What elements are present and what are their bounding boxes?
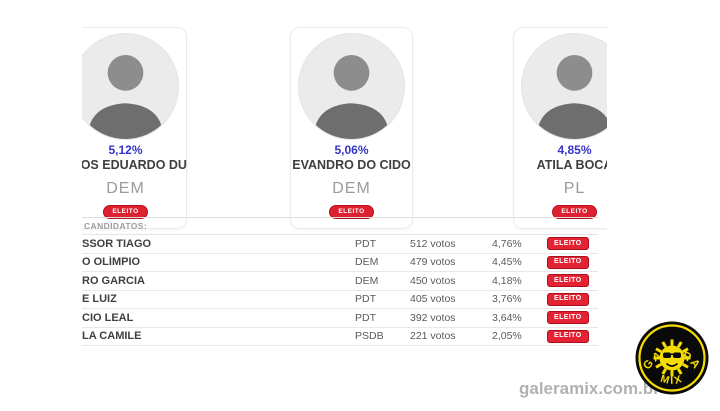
- party-cell: PDT: [355, 237, 376, 250]
- votes-cell: 479 votos: [410, 256, 456, 269]
- party-label: DEM: [106, 180, 145, 198]
- candidate-name: E LUIZ: [82, 293, 117, 306]
- person-silhouette-icon: [82, 34, 178, 139]
- candidate-name: ATILA BOCA: [536, 158, 607, 172]
- candidate-name: EVANDRO DO CIDO: [292, 158, 411, 172]
- candidate-card: 5,06% EVANDRO DO CIDO DEM ELEITO: [290, 27, 413, 230]
- elected-badge: ELEITO: [547, 292, 589, 306]
- percent-cell: 3,64%: [492, 311, 522, 324]
- sunglasses-icon: [663, 352, 681, 358]
- sun-icon: [653, 339, 691, 377]
- percent-cell: 3,76%: [492, 293, 522, 306]
- smile-icon: [665, 362, 679, 367]
- candidate-photo: [82, 33, 179, 140]
- candidates-table: CANDIDATOS: SSOR TIAGO PDT 512 votos 4,7…: [82, 217, 598, 346]
- person-silhouette-icon: [522, 34, 607, 139]
- percent-cell: 4,45%: [492, 256, 522, 269]
- results-content: 5,12% RLOS EDUARDO DU DEM ELEITO 5,06% E…: [82, 0, 607, 347]
- candidate-name: O OLÍMPIO: [82, 256, 141, 269]
- votes-cell: 450 votos: [410, 274, 456, 287]
- candidate-name: RO GARCIA: [82, 274, 145, 287]
- candidate-name: RLOS EDUARDO DU: [82, 158, 187, 172]
- elected-badge: ELEITO: [552, 205, 597, 220]
- elected-badge: ELEITO: [547, 274, 589, 288]
- candidate-photo: [298, 33, 405, 140]
- votes-cell: 221 votos: [410, 330, 456, 343]
- percent-cell: 4,76%: [492, 237, 522, 250]
- candidate-photo: [521, 33, 607, 140]
- table-row: RO GARCIA DEM 450 votos 4,18% ELEITO: [82, 272, 598, 291]
- candidate-name: CIO LEAL: [82, 311, 134, 324]
- party-cell: PDT: [355, 311, 376, 324]
- candidate-card: 5,12% RLOS EDUARDO DU DEM ELEITO: [82, 27, 187, 230]
- candidate-card: 4,85% ATILA BOCA PL ELEITO: [513, 27, 607, 230]
- party-label: PL: [563, 180, 586, 198]
- site-watermark: galeramix.com.br: [519, 379, 660, 398]
- party-cell: DEM: [355, 274, 379, 287]
- candidate-name: SSOR TIAGO: [82, 237, 152, 250]
- vote-percentage: 5,06%: [334, 143, 369, 157]
- elected-badge: ELEITO: [103, 205, 148, 220]
- votes-cell: 392 votos: [410, 311, 456, 324]
- percent-cell: 2,05%: [492, 330, 522, 343]
- vote-percentage: 5,12%: [108, 143, 143, 157]
- table-header: CANDIDATOS:: [82, 218, 598, 235]
- votes-cell: 405 votos: [410, 293, 456, 306]
- table-row: CIO LEAL PDT 392 votos 3,64% ELEITO: [82, 309, 598, 328]
- svg-text:MIX: MIX: [659, 373, 685, 388]
- vote-percentage: 4,85%: [557, 143, 592, 157]
- party-cell: DEM: [355, 256, 379, 269]
- person-silhouette-icon: [299, 34, 404, 139]
- elected-badge: ELEITO: [547, 237, 589, 251]
- candidate-name: LA CAMILE: [82, 330, 142, 343]
- party-cell: PDT: [355, 293, 376, 306]
- elected-badge: ELEITO: [547, 311, 589, 325]
- party-label: DEM: [332, 180, 371, 198]
- table-row: O OLÍMPIO DEM 479 votos 4,45% ELEITO: [82, 254, 598, 272]
- percent-cell: 4,18%: [492, 274, 522, 287]
- galeramix-logo: GALERA MIX: [635, 321, 709, 395]
- elected-badge: ELEITO: [329, 205, 374, 220]
- votes-cell: 512 votos: [410, 237, 456, 250]
- logo-bottom-text: MIX: [659, 373, 683, 388]
- table-row: SSOR TIAGO PDT 512 votos 4,76% ELEITO: [82, 235, 598, 254]
- elected-badge: ELEITO: [547, 255, 589, 269]
- table-row: LA CAMILE PSDB 221 votos 2,05% ELEITO: [82, 328, 598, 346]
- table-row: E LUIZ PDT 405 votos 3,76% ELEITO: [82, 291, 598, 309]
- party-cell: PSDB: [355, 330, 384, 343]
- elected-badge: ELEITO: [547, 329, 589, 343]
